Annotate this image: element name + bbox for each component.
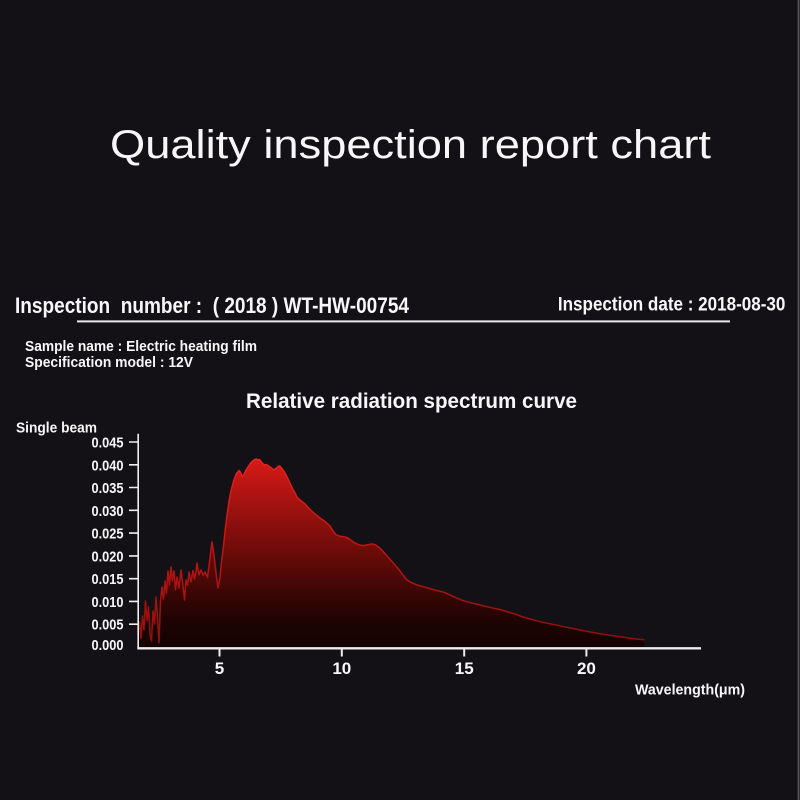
svg-text:5: 5 [215,659,224,678]
svg-text:Relative radiation spectrum cu: Relative radiation spectrum curve [246,390,577,413]
svg-text:Inspection number : ( 2018 ): Inspection number : ( 2018 ) WT-HW-00754 [15,293,410,318]
svg-text:0.005: 0.005 [92,617,124,634]
svg-text:Sample name : Electric heating: Sample name : Electric heating film [25,338,257,355]
svg-text:Specification model : 12V: Specification model : 12V [25,354,193,371]
svg-text:10: 10 [332,659,351,678]
svg-text:20: 20 [577,659,596,678]
svg-text:Single beam: Single beam [16,420,97,437]
svg-text:0.040: 0.040 [92,457,124,474]
svg-text:0.000: 0.000 [92,637,124,654]
svg-text:Wavelength(μm): Wavelength(μm) [635,681,745,698]
svg-text:15: 15 [455,659,474,678]
svg-text:0.030: 0.030 [92,503,124,520]
svg-text:Inspection date : 2018-08-30: Inspection date : 2018-08-30 [558,295,786,316]
svg-text:0.025: 0.025 [92,526,124,543]
svg-text:0.010: 0.010 [92,594,124,611]
svg-text:Quality inspection report char: Quality inspection report chart [110,123,711,167]
svg-text:0.015: 0.015 [92,571,124,588]
svg-text:0.035: 0.035 [92,480,124,497]
svg-text:0.045: 0.045 [92,435,124,452]
svg-text:0.020: 0.020 [92,548,124,565]
